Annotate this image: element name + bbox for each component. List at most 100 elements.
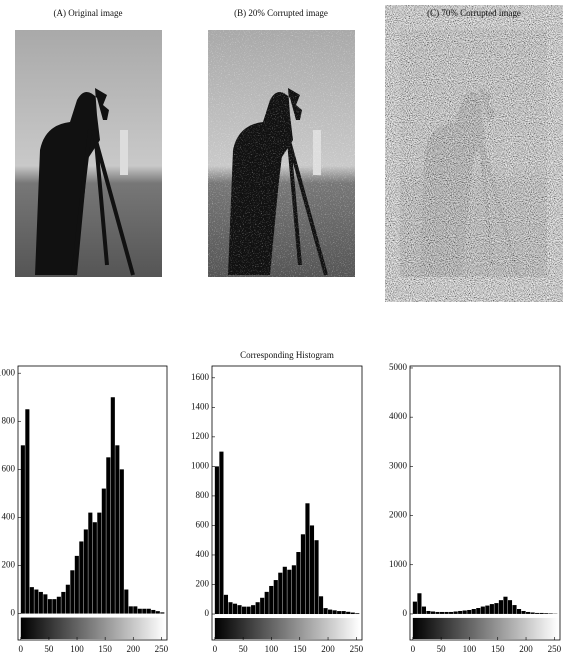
histogram-bar (74, 555, 79, 614)
x-tick-label: 0 (19, 644, 24, 654)
x-tick-label: 200 (519, 644, 533, 654)
histogram-bar (489, 604, 494, 614)
histogram-bar (119, 469, 124, 614)
histogram-bar (142, 608, 147, 614)
y-tick-label: 1000 (389, 559, 408, 569)
histogram-bar (332, 610, 337, 615)
histogram-bar (521, 610, 526, 614)
image-label: (B) 20% Corrupted image (234, 8, 328, 18)
y-tick-label: 0 (11, 608, 16, 618)
x-tick-label: 0 (213, 644, 218, 654)
histogram-bar (101, 488, 106, 614)
histogram-bar (462, 610, 467, 614)
y-tick-label: 200 (196, 579, 210, 589)
histogram-bar (160, 612, 165, 614)
histogram-bar (476, 608, 481, 614)
y-tick-label: 800 (2, 415, 16, 425)
histogram-bar (34, 589, 39, 614)
y-tick-label: 600 (2, 463, 16, 473)
histogram-bar (223, 594, 229, 615)
x-tick-label: 150 (491, 644, 505, 654)
histogram-bar (115, 445, 120, 614)
histogram-bar (341, 611, 346, 615)
histogram-bar (467, 609, 472, 614)
histogram-bar (430, 611, 436, 614)
y-tick-label: 5000 (389, 362, 408, 372)
histogram-bar (314, 540, 319, 615)
histogram-bar (323, 608, 328, 615)
x-tick-label: 200 (321, 644, 335, 654)
plot-frame (409, 365, 561, 641)
histogram-bar (526, 611, 531, 614)
histogram-bar (328, 609, 333, 615)
histogram-bar (83, 529, 88, 614)
histogram-bar (25, 409, 30, 614)
y-tick-label: 2000 (389, 510, 408, 520)
x-tick-label: 100 (265, 644, 279, 654)
histogram-bar (435, 611, 440, 614)
image-c (398, 28, 549, 279)
x-tick-label: 100 (70, 644, 84, 654)
histogram-bar (449, 611, 454, 614)
y-tick-label: 1000 (191, 460, 210, 470)
histogram-bar (255, 602, 260, 615)
image-label: (A) Original image (54, 8, 123, 18)
x-tick-label: 100 (463, 644, 477, 654)
histogram-bar (350, 612, 355, 615)
y-tick-label: 400 (196, 549, 210, 559)
image-b (206, 28, 357, 279)
histogram-bar (300, 534, 305, 615)
histogram-bar (512, 605, 517, 614)
histogram-bar (137, 608, 142, 614)
histogram-bar (498, 600, 503, 614)
histogram-bar (516, 609, 522, 614)
histogram-bar (269, 585, 274, 615)
histogram-bar (79, 541, 84, 614)
x-tick-label: 50 (44, 644, 54, 654)
histogram-bar (97, 512, 102, 614)
histogram-bar (503, 596, 508, 614)
histogram-bar (346, 611, 351, 615)
y-tick-label: 1000 (0, 367, 16, 377)
histogram-bar (43, 594, 48, 614)
y-tick-label: 0 (205, 608, 210, 618)
histogram-bar (61, 591, 66, 614)
histogram-bar (278, 572, 283, 615)
histogram-bar (282, 566, 287, 615)
x-tick-label: 0 (411, 644, 416, 654)
histogram-bar (535, 612, 540, 614)
y-tick-label: 1600 (191, 372, 210, 382)
histogram-bar (318, 596, 324, 615)
histogram-bar (124, 589, 129, 614)
histogram-bar (273, 580, 278, 615)
histogram-bar (296, 552, 301, 615)
x-tick-label: 200 (127, 644, 141, 654)
x-tick-label: 150 (98, 644, 112, 654)
histogram-bar (128, 606, 133, 614)
histogram-bar (291, 565, 296, 615)
histogram-bar (56, 596, 61, 614)
histogram-bar (264, 591, 269, 615)
y-tick-label: 600 (196, 520, 210, 530)
y-tick-label: 400 (2, 511, 16, 521)
histogram-bar (426, 610, 431, 614)
y-tick-label: 1200 (191, 431, 210, 441)
histogram-bar (38, 591, 43, 614)
histogram-bar (260, 597, 265, 615)
x-tick-label: 50 (239, 644, 249, 654)
histogram-bar (29, 587, 34, 614)
histogram-bar (494, 603, 499, 614)
chart-title: Corresponding Histogram (240, 350, 334, 360)
y-tick-label: 4000 (389, 411, 408, 421)
histogram-bar (92, 522, 97, 614)
histogram-bar (70, 570, 75, 614)
histogram-bar (228, 602, 233, 615)
gray-bar (20, 617, 165, 639)
x-tick-label: 250 (350, 644, 364, 654)
histogram-bar (485, 605, 490, 614)
histogram-bar (155, 611, 160, 614)
histogram-bar (412, 601, 417, 614)
y-tick-label: 1400 (191, 401, 210, 411)
image-label: (C) 70% Corrupted image (427, 8, 521, 18)
y-tick-label: 200 (2, 560, 16, 570)
